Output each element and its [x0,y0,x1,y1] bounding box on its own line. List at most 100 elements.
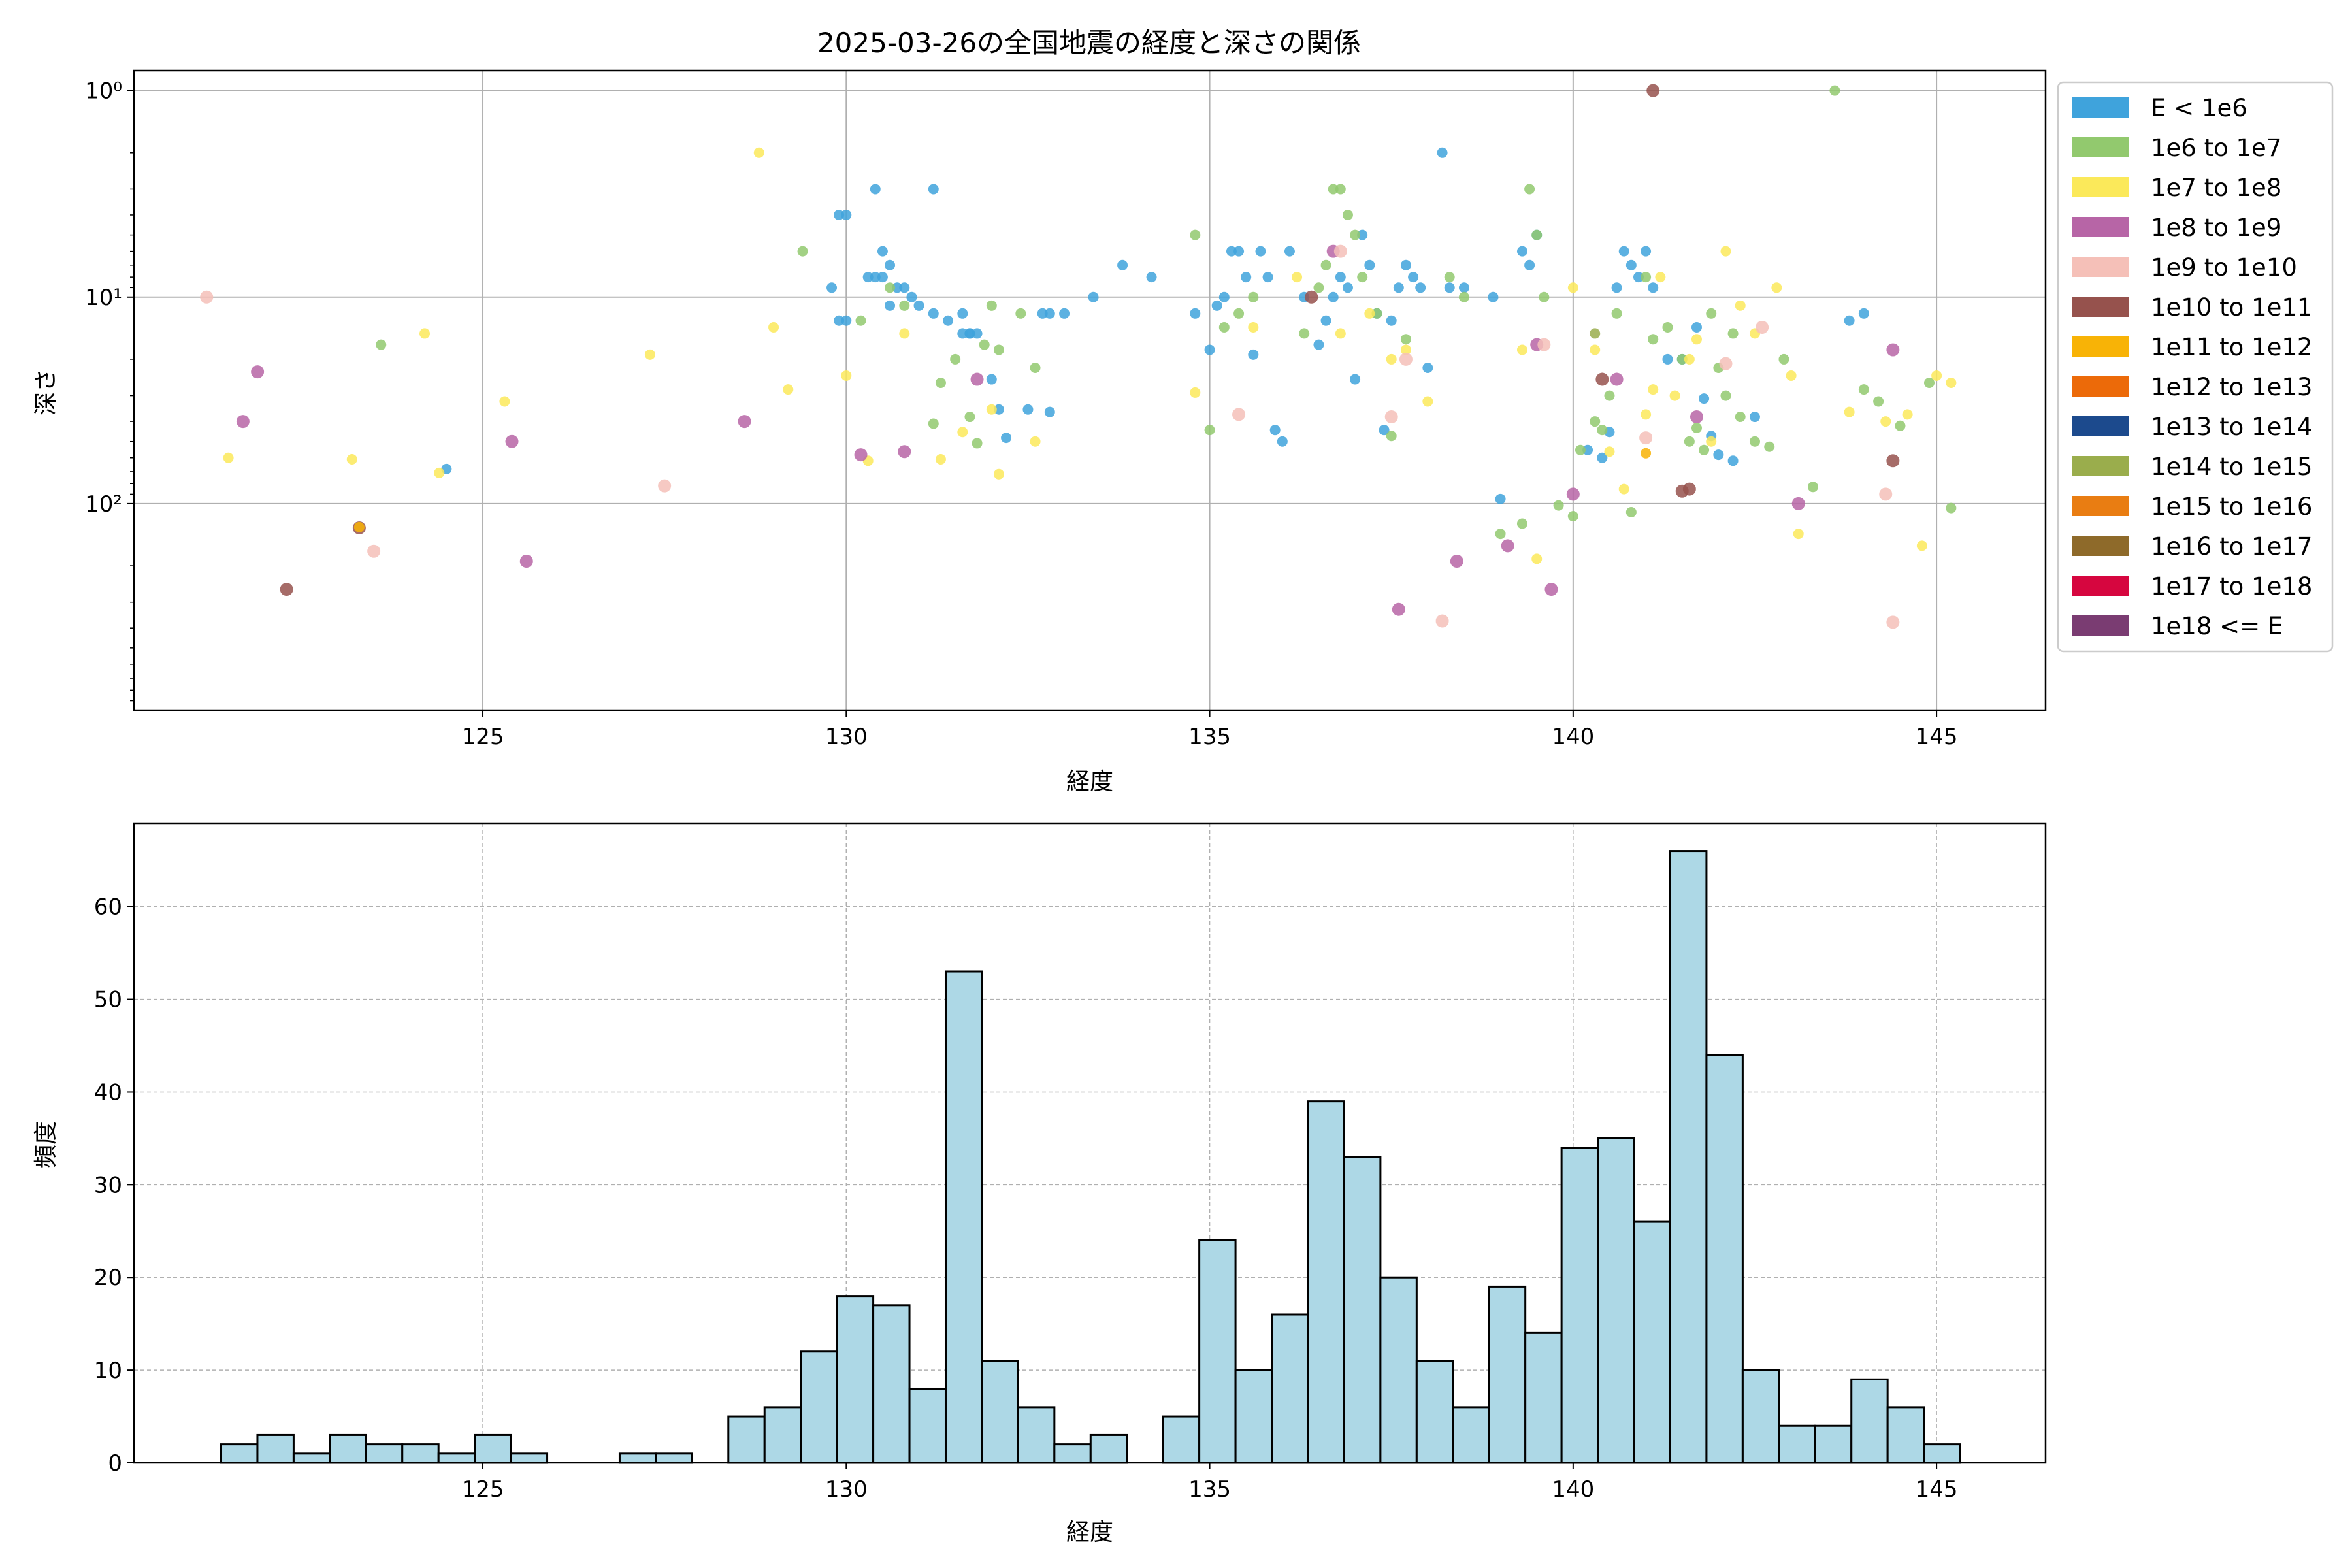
scatter-point [1531,229,1543,240]
legend-label: 1e14 to 1e15 [2151,453,2312,481]
scatter-point [841,315,852,326]
scatter-point [1879,487,1893,501]
scatter-point [993,344,1004,355]
legend: E < 1e6 1e6 to 1e7 1e7 to 1e8 1e8 to 1e9 1e9… [2057,81,2334,653]
scatter-point [950,353,961,365]
scatter-point [1328,184,1339,195]
scatter-point [1639,431,1653,445]
scatter-point [841,209,852,220]
scatter-point [1590,328,1601,339]
histogram-x-tick-label: 135 [1188,1477,1231,1503]
legend-swatch [2072,257,2129,277]
scatter-point [1117,259,1128,270]
legend-swatch [2072,615,2129,636]
scatter-point [658,479,672,493]
scatter-point [1756,320,1769,334]
histogram-frame [133,822,2047,1464]
scatter-point [1531,553,1543,564]
scatter-point [986,404,997,415]
scatter-x-axis-label: 経度 [1066,768,1113,795]
scatter-point [964,412,975,423]
scatter-point [519,554,533,568]
histogram-panel: 125 130 135 140 145 0 10 20 30 40 50 60 経度 頻度 [33,822,2047,1546]
histogram-bar [1886,1406,1925,1464]
histogram-bar [1089,1433,1128,1464]
scatter-point [1190,387,1201,398]
histogram-ticks: 125 130 135 140 145 0 10 20 30 40 50 60 [94,894,1958,1503]
scatter-point [1886,343,1900,357]
scatter-point [1190,308,1201,319]
legend-label: 1e7 to 1e8 [2151,174,2281,202]
scatter-point [1618,246,1629,257]
scatter-point [1320,315,1331,326]
scatter-point [1059,308,1070,319]
scatter-point [885,259,896,270]
scatter-point [854,448,868,462]
scatter-point [1450,554,1463,568]
scatter-point [1553,500,1564,511]
scatter-point [1255,246,1266,257]
histogram-bar [1633,1220,1671,1464]
scatter-point [1633,272,1644,283]
scatter-point [1501,539,1514,553]
legend-swatch [2072,456,2129,476]
histogram-bar [1271,1313,1309,1464]
scatter-point [1277,436,1288,447]
histogram-bar [1560,1147,1599,1464]
histogram-bar [1343,1156,1382,1464]
scatter-point [1335,184,1346,195]
histogram-bar [1741,1369,1780,1464]
legend-label: 1e8 to 1e9 [2151,214,2281,242]
scatter-point [928,308,939,319]
histogram-bar [655,1452,693,1464]
legend-label: 1e9 to 1e10 [2151,253,2297,282]
scatter-point [1610,372,1624,386]
histogram-plot-area [134,823,2046,1463]
scatter-point [1764,441,1775,452]
histogram-bar [1415,1360,1454,1464]
histogram-bar [1053,1443,1092,1464]
scatter-point [644,349,655,360]
histogram-bar [727,1415,766,1464]
histogram-bar [1162,1415,1201,1464]
scatter-point [1886,615,1900,629]
scatter-y-tick-label: 10¹ [85,285,122,311]
histogram-x-tick-label: 130 [825,1477,868,1503]
scatter-frame [133,69,2047,711]
scatter-panel: 2025-03-26の全国地震の経度と深さの関係 125 130 135 140 145… [33,27,2047,795]
scatter-point [1699,444,1710,455]
scatter-point [1646,84,1660,97]
scatter-point [834,209,845,220]
scatter-point [1386,431,1397,442]
scatter-point [1435,614,1449,628]
histogram-bar [1017,1406,1056,1464]
scatter-x-tick-label: 130 [825,724,868,750]
scatter-point [993,404,1004,415]
scatter-point [1399,352,1413,366]
scatter-point [1400,259,1411,270]
scatter-point [964,328,975,339]
histogram-bar [510,1452,549,1464]
scatter-point [1662,321,1673,333]
scatter-point [1641,246,1652,257]
scatter-point [1516,344,1527,355]
scatter-point [1437,147,1448,158]
scatter-point [1335,328,1346,339]
scatter-point [1923,377,1935,388]
scatter-point [1284,246,1295,257]
legend-swatch [2072,576,2129,596]
scatter-point [1488,291,1499,302]
scatter-point [899,300,910,311]
histogram-bar [256,1433,295,1464]
scatter-point [1313,339,1324,350]
histogram-bar [292,1452,331,1464]
scatter-point [1305,290,1318,304]
scatter-point [1590,416,1601,427]
scatter-point [1386,353,1397,365]
scatter-point [1690,410,1703,424]
scatter-point [1537,338,1551,351]
scatter-point [1713,449,1724,461]
histogram-bars [220,850,1961,1464]
scatter-point [1539,291,1550,302]
histogram-bar [329,1433,367,1464]
